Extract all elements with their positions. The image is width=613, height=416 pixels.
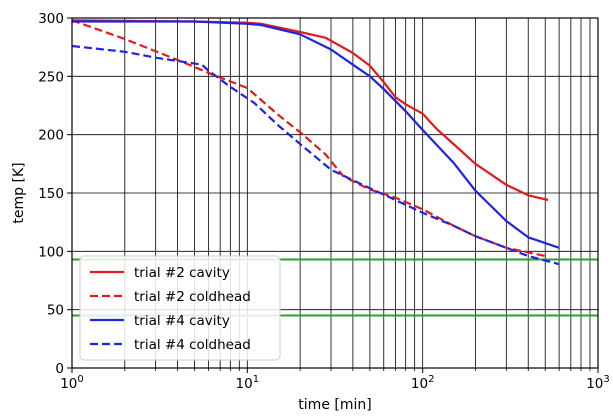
y-tick-label: 100 bbox=[38, 244, 64, 260]
y-tick-label: 250 bbox=[38, 69, 64, 85]
x-axis-ticks: 100 101 102 103 bbox=[60, 368, 610, 392]
y-tick-label: 0 bbox=[55, 361, 64, 377]
legend-label-2: trial #2 coldhead bbox=[134, 289, 251, 305]
legend-label-4: trial #4 coldhead bbox=[134, 337, 251, 353]
y-axis-label: temp [K] bbox=[11, 162, 27, 223]
series-line-1 bbox=[71, 19, 549, 202]
y-axis-ticks: 0 50 100 150 200 250 300 bbox=[38, 11, 72, 377]
legend-label-1: trial #2 cavity bbox=[134, 265, 230, 281]
series-line-4 bbox=[71, 44, 560, 266]
legend-box bbox=[79, 255, 281, 361]
y-tick-label: 50 bbox=[47, 303, 64, 319]
series-line-2 bbox=[71, 19, 546, 258]
x-tick-exponent: 3 bbox=[603, 374, 609, 385]
y-tick-label: 300 bbox=[38, 11, 64, 27]
y-tick-label: 200 bbox=[38, 128, 64, 144]
x-tick-exponent: 0 bbox=[77, 374, 83, 385]
series-lines bbox=[71, 19, 560, 266]
y-tick-label: 150 bbox=[38, 186, 64, 202]
x-tick-exponent: 2 bbox=[428, 374, 434, 385]
x-axis-label: time [min] bbox=[298, 397, 371, 413]
legend: trial #2 cavity trial #2 coldhead trial #4… bbox=[79, 255, 281, 361]
x-tick-exponent: 1 bbox=[253, 374, 259, 385]
series-line-3 bbox=[72, 20, 560, 249]
legend-label-3: trial #4 cavity bbox=[134, 313, 230, 329]
x-tick-label: 103 bbox=[586, 374, 610, 392]
x-tick-label: 102 bbox=[411, 374, 435, 392]
x-tick-label: 101 bbox=[236, 374, 260, 392]
